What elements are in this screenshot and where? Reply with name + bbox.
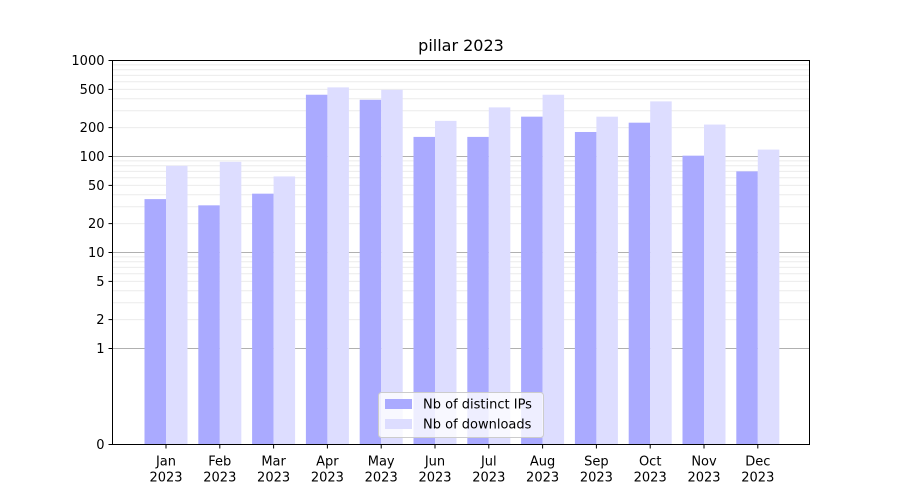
x-tick-label: Jan 2023 <box>149 455 182 486</box>
y-tick-label: 200 <box>80 121 105 136</box>
bar-distinct-ips <box>198 205 220 445</box>
bar-downloads <box>488 107 511 445</box>
x-tick-label: Oct 2023 <box>634 455 667 486</box>
x-tick-label: Aug 2023 <box>526 455 559 486</box>
bar-downloads <box>166 165 188 445</box>
bar-downloads <box>757 149 780 445</box>
y-tick-label: 500 <box>80 83 105 98</box>
bar-downloads <box>219 161 242 445</box>
bar-downloads <box>704 124 726 445</box>
legend-box <box>378 392 544 438</box>
y-axis: 0 1 2 5 10 20 50 100 200 500 1000 <box>71 54 113 453</box>
x-tick-label: Jun 2023 <box>418 455 451 486</box>
bar-distinct-ips <box>736 171 758 445</box>
plot-frame <box>112 60 810 445</box>
bar-downloads <box>542 94 565 445</box>
x-tick-label: Apr 2023 <box>311 455 344 486</box>
bar-distinct-ips <box>628 122 651 445</box>
bar-distinct-ips <box>682 155 704 445</box>
bar-downloads <box>650 101 672 445</box>
y-tick-label: 1 <box>96 342 104 357</box>
legend-swatch <box>385 399 412 409</box>
y-tick-label: 1000 <box>71 54 104 69</box>
bars <box>144 87 780 445</box>
bar-distinct-ips <box>521 116 543 445</box>
legend: Nb of distinct IPs Nb of downloads <box>378 392 544 438</box>
bar-downloads <box>327 87 349 445</box>
x-tick-label: Dec 2023 <box>741 455 774 486</box>
y-tick-label: 0 <box>96 438 104 453</box>
bar-distinct-ips <box>467 136 489 445</box>
bar-distinct-ips <box>305 94 328 445</box>
x-tick-label: Sep 2023 <box>580 455 613 486</box>
bar-downloads <box>381 89 403 445</box>
x-tick-label: Feb 2023 <box>203 455 236 486</box>
y-tick-label: 10 <box>88 246 105 261</box>
bar-distinct-ips <box>359 99 382 445</box>
y-tick-label: 50 <box>88 179 105 194</box>
y-tick-label: 100 <box>80 150 105 165</box>
y-tick-label: 20 <box>88 217 105 232</box>
legend-label: Nb of downloads <box>423 418 532 433</box>
bar-downloads <box>435 120 457 445</box>
x-axis: Jan 2023 Feb 2023 Mar 2023 Apr 2023 May 2023 Jun 20… <box>149 444 774 486</box>
x-tick-label: Jul 2023 <box>472 455 505 486</box>
bar-distinct-ips <box>574 131 597 445</box>
x-tick-label: Nov 2023 <box>687 455 720 486</box>
legend-label: Nb of distinct IPs <box>423 398 532 413</box>
y-tick-label: 5 <box>96 275 104 290</box>
bar-downloads <box>596 116 618 445</box>
x-tick-label: Mar 2023 <box>257 455 290 486</box>
x-tick-label: May 2023 <box>365 455 398 486</box>
bar-distinct-ips <box>144 199 166 445</box>
chart-title: pillar 2023 <box>418 36 504 55</box>
legend-swatch <box>385 419 412 429</box>
bar-downloads <box>273 176 296 445</box>
bar-distinct-ips <box>252 193 274 445</box>
bar-distinct-ips <box>413 136 435 445</box>
y-tick-label: 2 <box>96 313 104 328</box>
